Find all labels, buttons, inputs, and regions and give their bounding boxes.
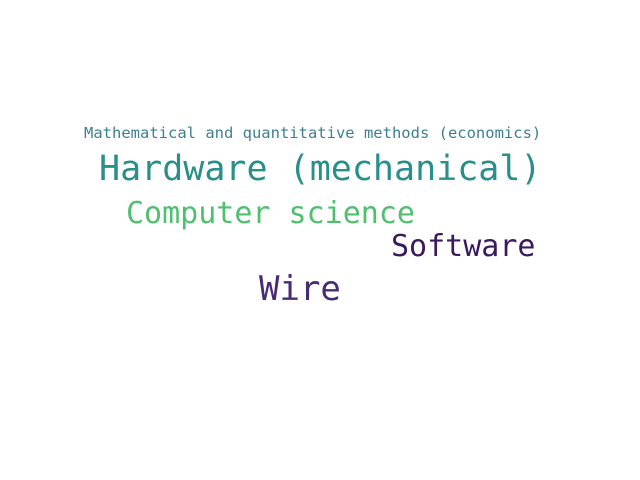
word-hardware-mechanical: Hardware (mechanical): [99, 149, 542, 189]
word-software: Software: [391, 229, 536, 264]
word-computer-science: Computer science: [126, 196, 415, 231]
word-wire: Wire: [259, 269, 341, 309]
word-mathematical-methods: Mathematical and quantitative methods (e…: [84, 124, 542, 142]
